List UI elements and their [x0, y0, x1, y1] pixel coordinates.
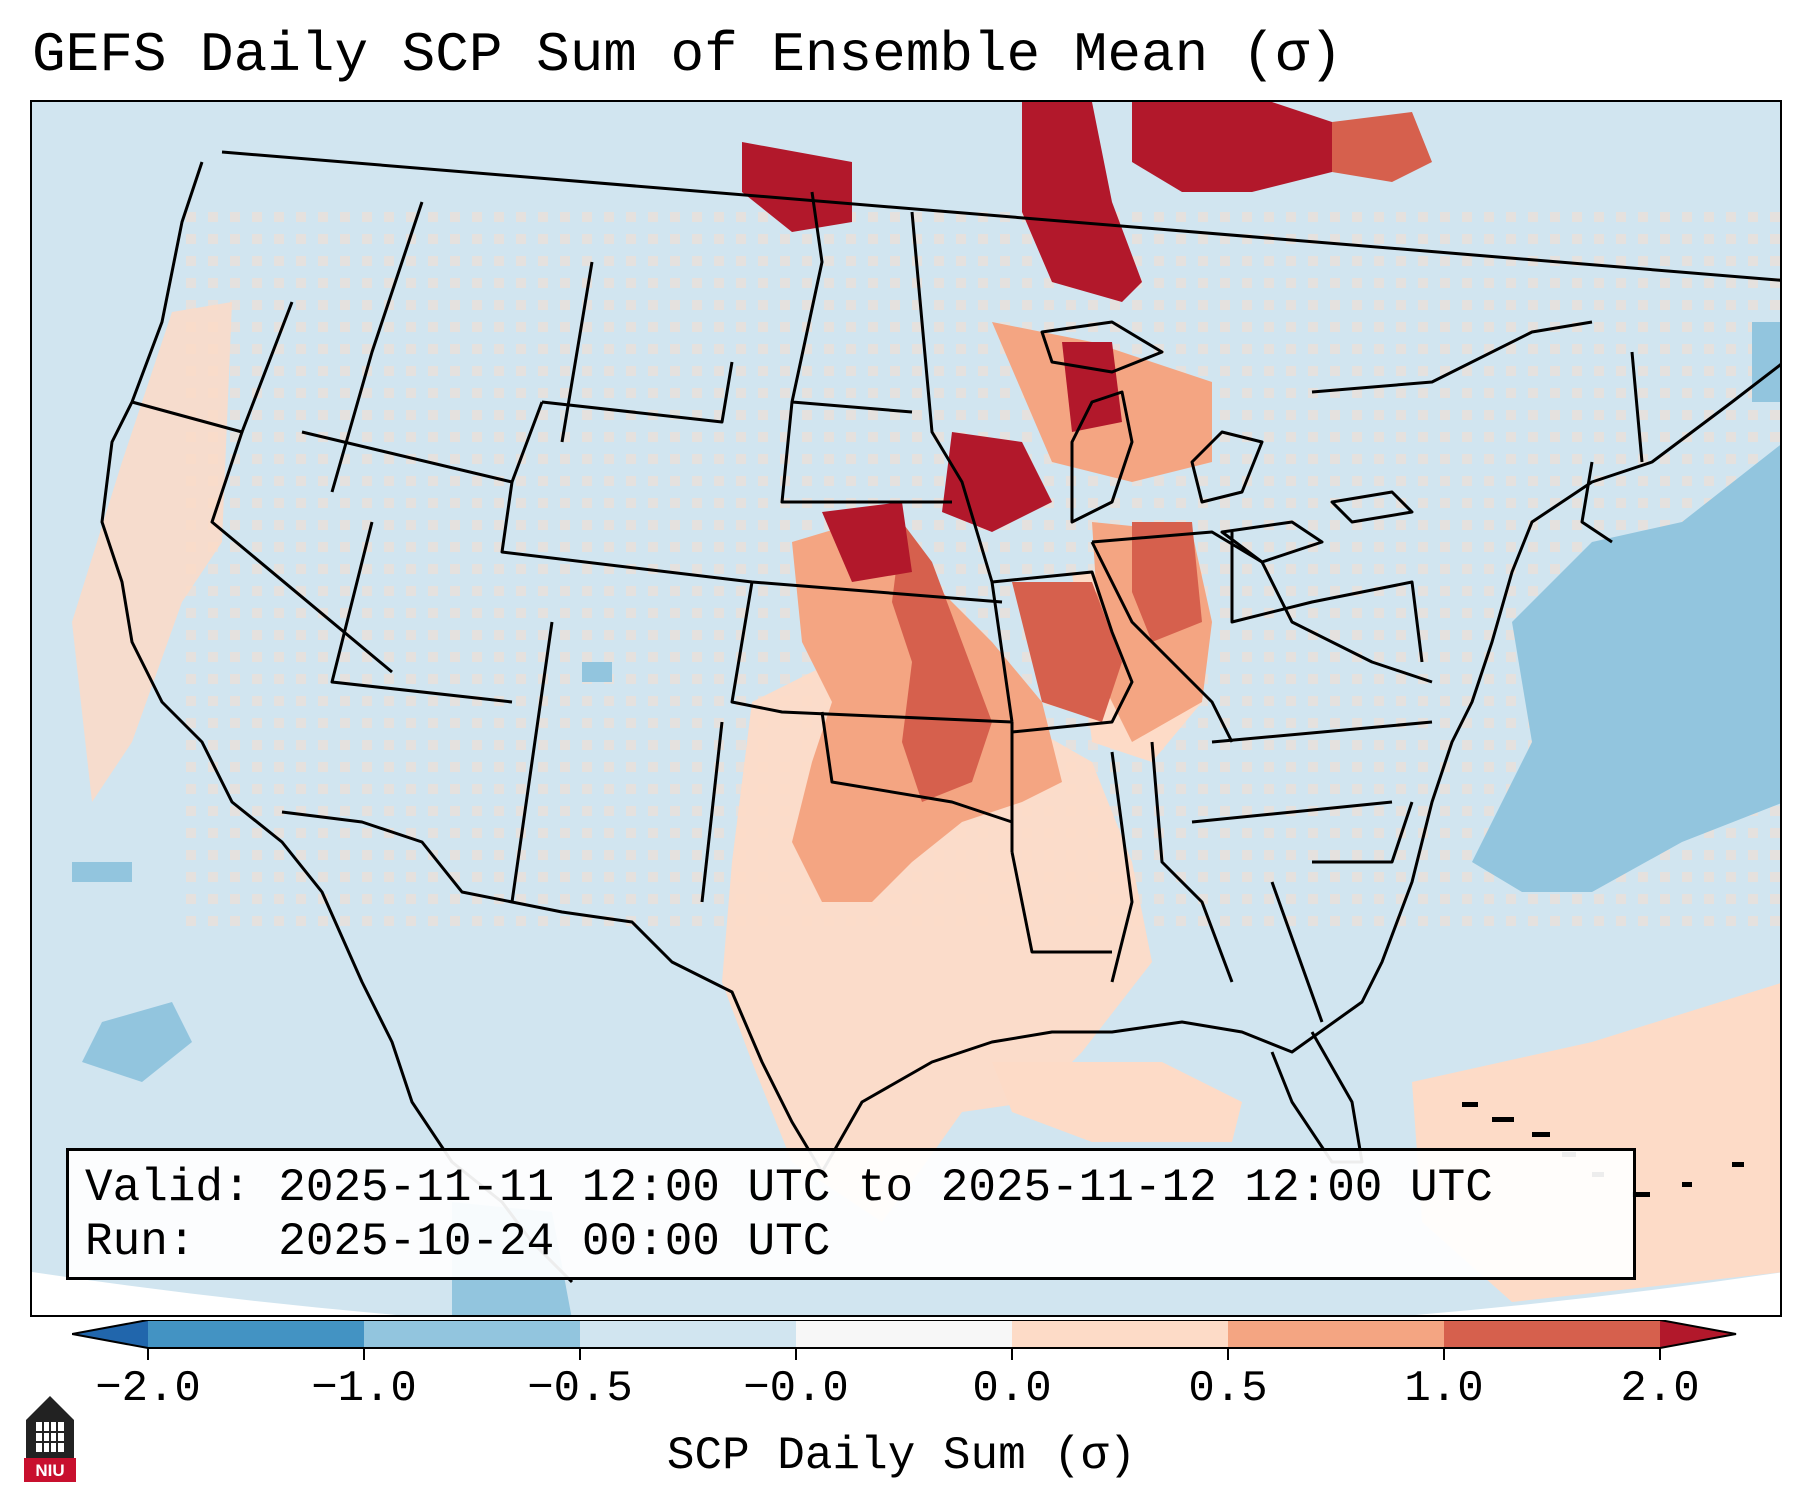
field-strong-kansas: [892, 522, 992, 802]
colorbar: [72, 1320, 1737, 1360]
colorbar-tick-label: −0.5: [527, 1364, 633, 1414]
colorbar-tick-label: 1.0: [1404, 1364, 1484, 1414]
lake-huron: [1190, 430, 1264, 504]
state-line: [330, 521, 513, 704]
field-neg-atlantic-north: [1752, 322, 1780, 402]
colorbar-tick-label: −2.0: [95, 1364, 201, 1414]
lake-erie: [1220, 520, 1324, 564]
us-canada-border: [221, 150, 1780, 282]
colorbar-bin: [1444, 1320, 1660, 1348]
colorbar-tick-label: −0.0: [743, 1364, 849, 1414]
colorbar-bin: [796, 1320, 1012, 1348]
colorbar-tick-label: 0.5: [1188, 1364, 1268, 1414]
field-max-wisconsin: [1062, 342, 1122, 432]
colorbar-bin: [580, 1320, 796, 1348]
colorbar-bin: [1012, 1320, 1228, 1348]
state-line: [730, 581, 1013, 724]
svg-text:NIU: NIU: [35, 1461, 64, 1480]
field-strong-missouri: [1012, 582, 1122, 722]
domain-edge: [32, 1272, 1780, 1315]
field-neg-pacific-2: [72, 862, 132, 882]
state-line: [541, 361, 734, 424]
colorbar-tick-label: −1.0: [311, 1364, 417, 1414]
chart-title: GEFS Daily SCP Sum of Ensemble Mean (σ): [32, 23, 1343, 87]
colorbar-tick-label: 2.0: [1620, 1364, 1700, 1414]
lake-michigan: [1070, 390, 1134, 524]
gulf-atlantic-coastline: [820, 363, 1780, 1173]
state-line: [751, 580, 1003, 604]
state-line: [910, 211, 1014, 723]
field-neg-atlantic: [1472, 445, 1780, 892]
state-line: [500, 481, 753, 584]
state-line: [790, 191, 913, 414]
state-line: [510, 621, 554, 903]
state-line: [700, 721, 724, 903]
state-line: [330, 201, 424, 493]
state-line: [1312, 801, 1414, 864]
state-line: [1010, 851, 1112, 954]
niu-logo: NIU: [24, 1396, 76, 1482]
state-line: [1091, 530, 1433, 684]
state-line: [1110, 751, 1134, 983]
colorbar-label: SCP Daily Sum (σ): [666, 1430, 1137, 1482]
state-line: [1191, 800, 1393, 824]
map-canvas: [32, 102, 1780, 1315]
colorbar-bin: [364, 1320, 580, 1348]
colorbar-tick-label: 0.0: [972, 1364, 1052, 1414]
state-line: [210, 431, 393, 674]
us-mexico-border: [281, 810, 824, 1173]
state-line: [1150, 741, 1234, 983]
state-line: [1580, 461, 1613, 544]
state-line: [1211, 720, 1433, 744]
colorbar-extend-low: [72, 1320, 148, 1348]
valid-info-box: Valid: 2025-11-11 12:00 UTC to 2025-11-1…: [66, 1148, 1636, 1280]
run-time-line: Run: 2025-10-24 00:00 UTC: [85, 1216, 831, 1268]
field-strong-illinois: [1132, 522, 1202, 642]
state-line: [780, 401, 952, 504]
map-panel: [30, 100, 1782, 1317]
lake-ontario: [1330, 490, 1414, 524]
field-neg-pacific-1: [82, 1002, 192, 1082]
state-line: [991, 570, 1134, 734]
lake-superior: [1040, 320, 1164, 374]
state-line: [820, 711, 1013, 824]
field-max-ontario: [1132, 102, 1332, 192]
field-strong-ontario-east: [1332, 112, 1432, 182]
colorbar-bin: [1228, 1320, 1444, 1348]
field-max-saskatchewan: [742, 142, 852, 232]
colorbar-ticks: [147, 1348, 1661, 1360]
state-line: [1230, 532, 1424, 663]
field-neg-colorado: [582, 662, 612, 682]
state-line: [1630, 351, 1644, 463]
colorbar-bin: [148, 1320, 364, 1348]
field-max-minnesota: [1022, 102, 1142, 302]
field-max-nebraska: [822, 502, 912, 582]
valid-time-line: Valid: 2025-11-11 12:00 UTC to 2025-11-1…: [85, 1162, 1493, 1214]
colorbar-extend-high: [1660, 1320, 1736, 1348]
state-line: [1270, 881, 1324, 1023]
state-line: [560, 261, 594, 443]
field-pale-gulf: [992, 1062, 1242, 1142]
canada-east-border: [1311, 320, 1593, 394]
state-line: [1090, 541, 1234, 743]
